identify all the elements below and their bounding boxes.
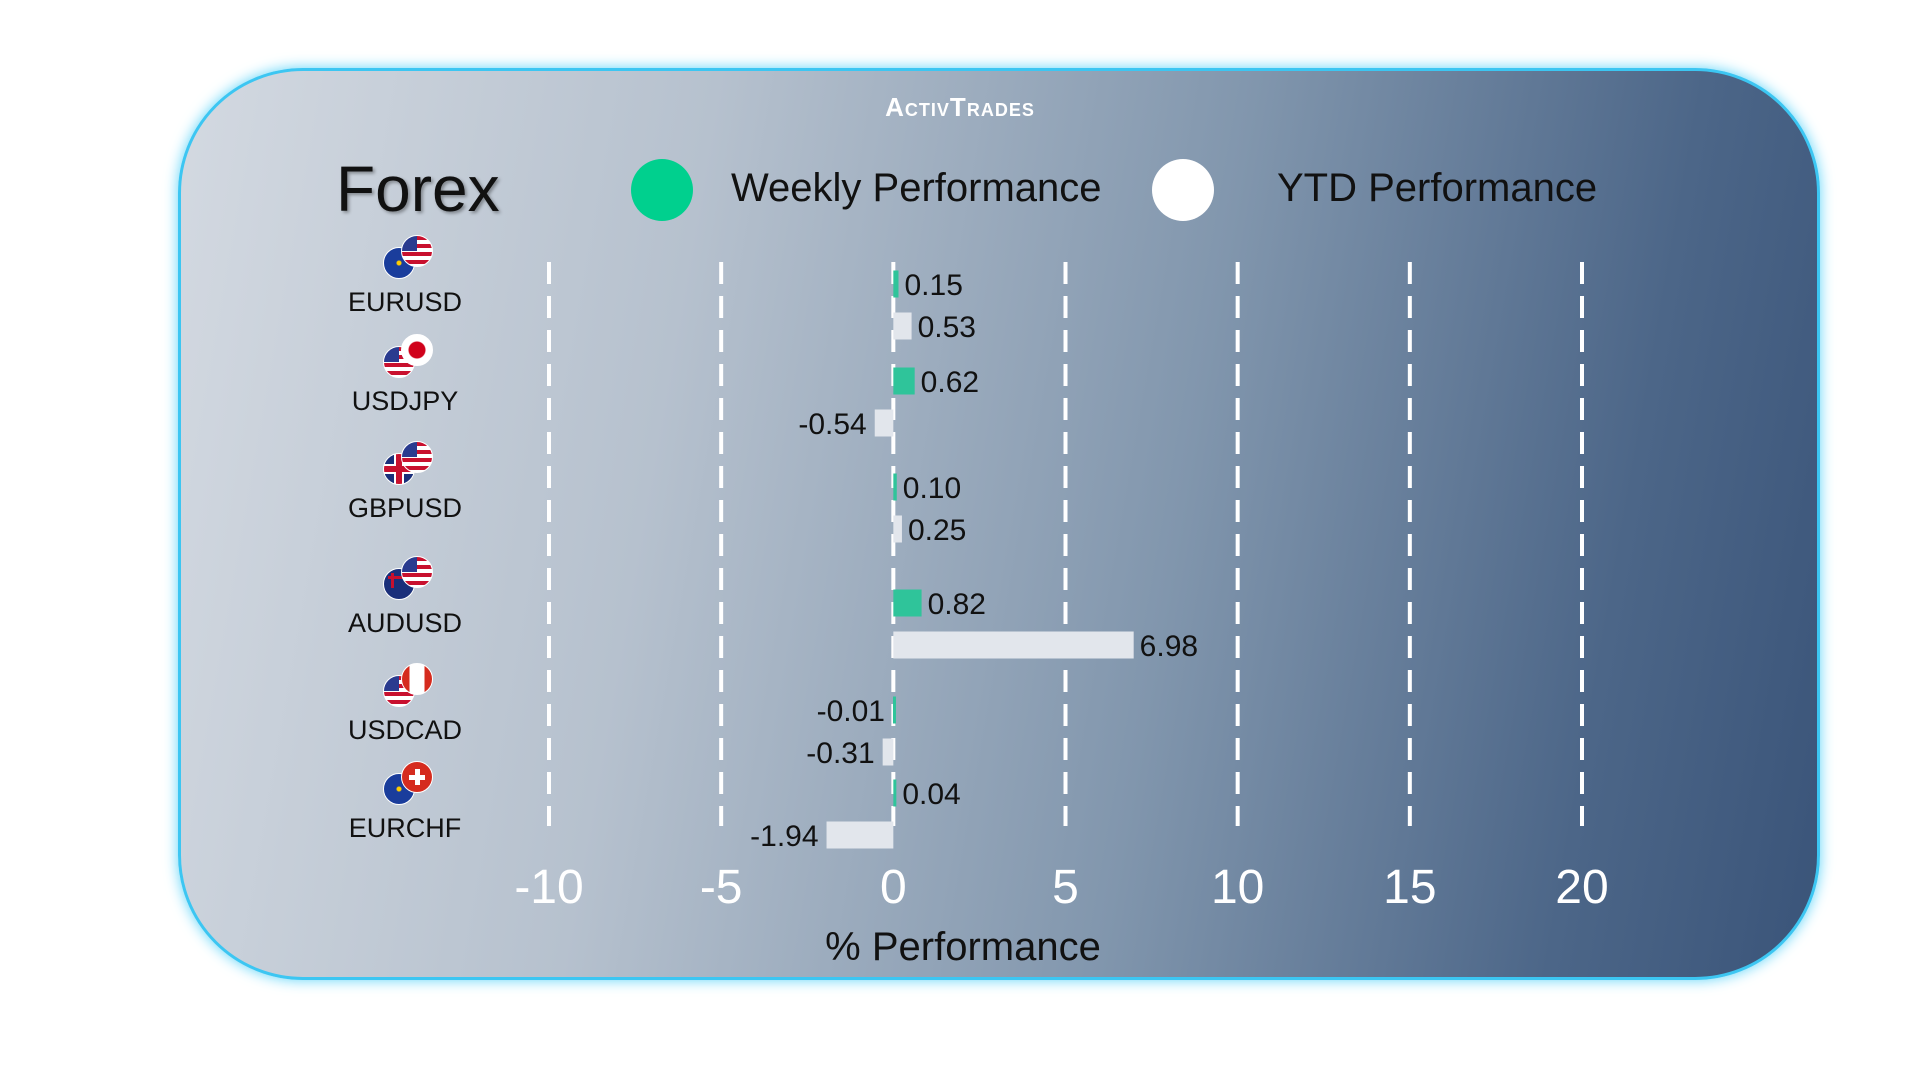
weekly-bar	[893, 367, 915, 395]
category-label: USDCAD	[347, 715, 462, 745]
x-tick-label: 15	[1383, 861, 1436, 914]
data-label: -0.31	[806, 737, 874, 770]
x-tick-label: 0	[880, 861, 907, 914]
flag-pair-icon	[375, 757, 435, 809]
weekly-bar	[893, 270, 899, 298]
x-tick-label: 20	[1555, 861, 1608, 914]
data-label: 0.15	[904, 269, 962, 302]
category-label: EURCHF	[348, 813, 462, 843]
x-tick-label: 5	[1052, 861, 1079, 914]
data-label: 0.82	[928, 588, 986, 621]
data-label: 0.04	[902, 778, 960, 811]
ch-flag-icon	[401, 761, 433, 793]
category-label: GBPUSD	[347, 493, 463, 523]
weekly-bar	[893, 589, 922, 617]
x-axis-title: % Performance	[825, 925, 1101, 969]
ytd-bar	[874, 409, 894, 437]
data-label: -0.01	[817, 695, 885, 728]
ytd-bar	[893, 631, 1134, 659]
x-tick-label: 10	[1211, 861, 1264, 914]
weekly-bar	[892, 696, 896, 724]
us-flag-icon	[401, 235, 433, 267]
category-usdcad: USDCAD	[325, 659, 485, 746]
ytd-bar	[882, 738, 894, 766]
flag-pair-icon	[375, 330, 435, 382]
category-label: EURUSD	[347, 287, 462, 317]
ytd-bar	[893, 312, 912, 340]
legend-weekly-swatch	[631, 159, 693, 221]
brand-logo: ActivTrades	[885, 92, 1035, 122]
legend-ytd-swatch	[1152, 159, 1214, 221]
data-label: 0.10	[903, 472, 961, 505]
chart-title: Forex	[336, 153, 500, 225]
x-tick-label: -10	[514, 861, 583, 914]
ytd-bar	[893, 515, 902, 543]
us-flag-icon	[401, 556, 433, 588]
flag-pair-icon	[375, 231, 435, 283]
data-label: -1.94	[750, 820, 818, 853]
data-label: 0.62	[921, 366, 979, 399]
us-flag-icon	[401, 441, 433, 473]
jp-flag-icon	[401, 334, 433, 366]
weekly-bar	[893, 779, 897, 807]
x-tick-label: -5	[700, 861, 743, 914]
data-label: 6.98	[1140, 630, 1198, 663]
flag-pair-icon	[375, 437, 435, 489]
legend-weekly-label: Weekly Performance	[731, 166, 1102, 210]
category-eurchf: EURCHF	[325, 757, 485, 844]
flag-pair-icon	[375, 552, 435, 604]
legend-ytd-label: YTD Performance	[1277, 166, 1598, 210]
data-label: 0.53	[918, 311, 976, 344]
category-label: AUDUSD	[347, 608, 462, 638]
category-audusd: AUDUSD	[325, 552, 485, 639]
category-eurusd: EURUSD	[325, 231, 485, 318]
flag-pair-icon	[375, 659, 435, 711]
data-label: 0.25	[908, 514, 966, 547]
category-gbpusd: GBPUSD	[325, 437, 485, 524]
category-usdjpy: USDJPY	[325, 330, 485, 417]
ytd-bar	[826, 821, 894, 849]
data-label: -0.54	[798, 408, 866, 441]
chart-card	[178, 68, 1820, 980]
category-label: USDJPY	[351, 386, 459, 416]
ca-flag-icon	[401, 663, 433, 695]
weekly-bar	[893, 473, 897, 501]
